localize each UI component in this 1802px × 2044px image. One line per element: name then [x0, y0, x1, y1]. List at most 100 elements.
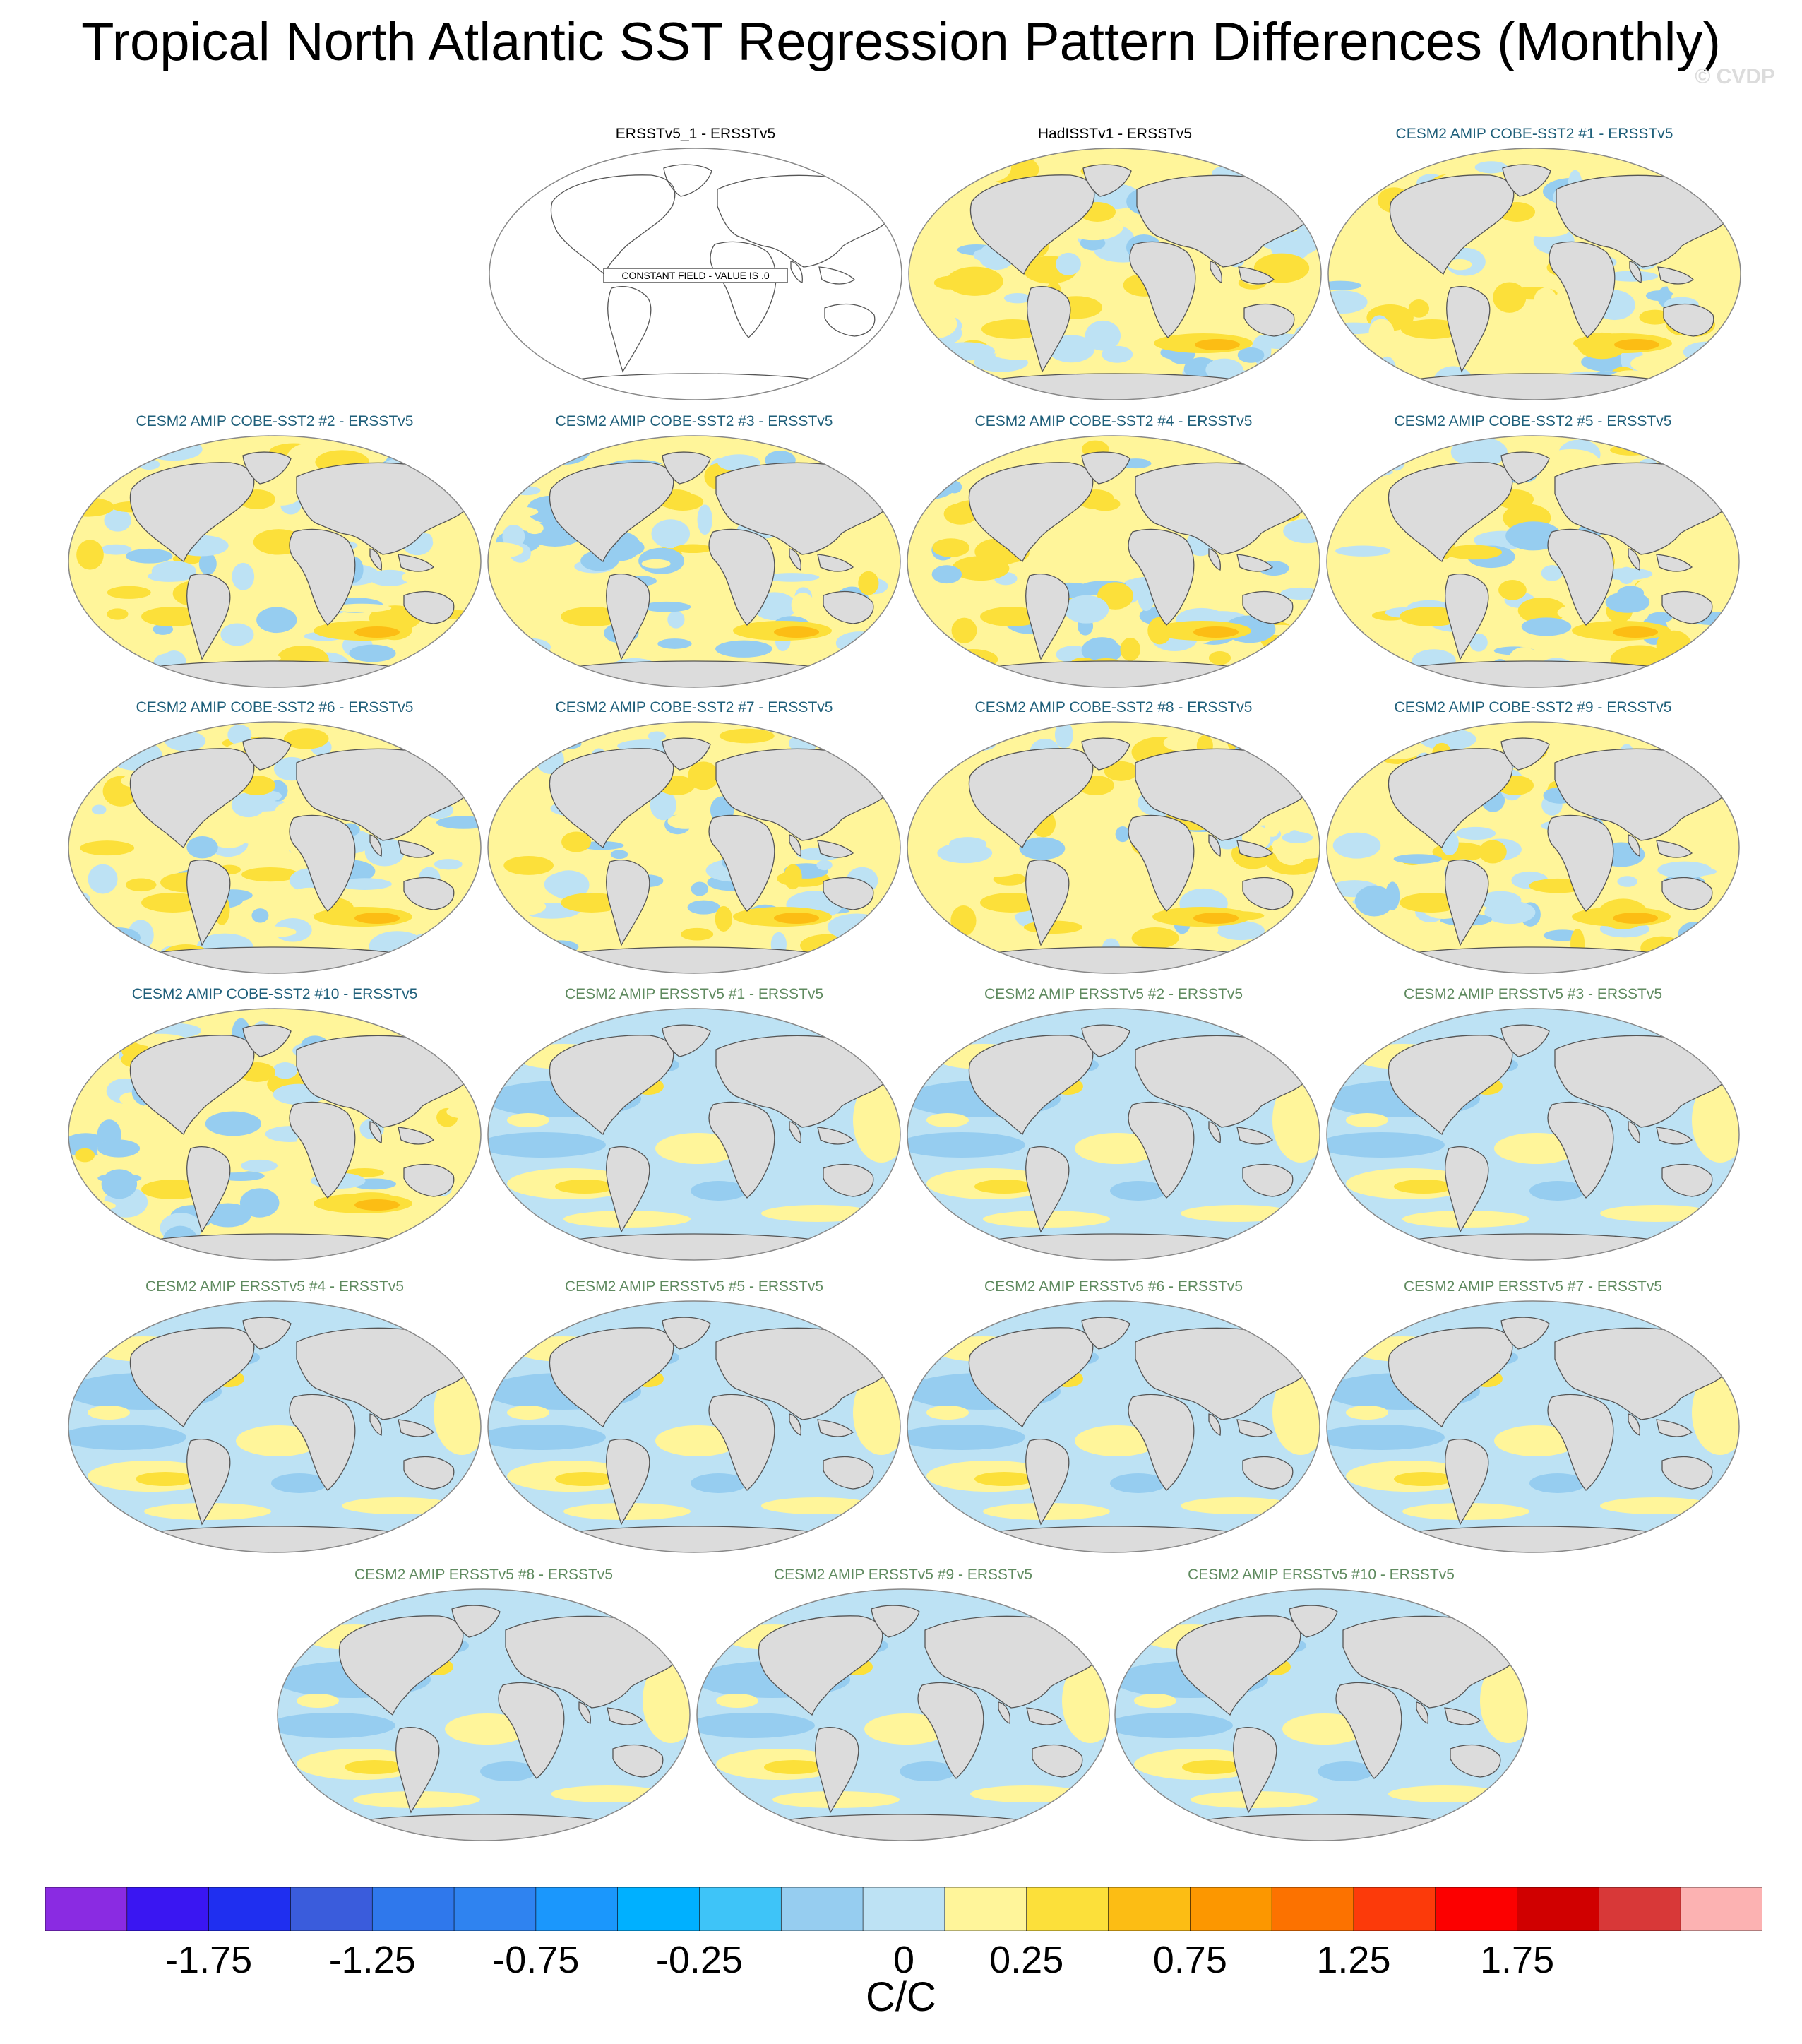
world-map — [1326, 435, 1740, 688]
map-panel: CESM2 AMIP COBE-SST2 #2 - ERSSTv5 — [66, 413, 483, 689]
colorbar-tick-label: 0 — [893, 1939, 915, 1981]
land-outline — [289, 528, 356, 626]
land-outline — [988, 1233, 1239, 1260]
land-outline — [242, 737, 292, 771]
land-outline — [1388, 748, 1513, 848]
land-outline — [998, 1701, 1010, 1724]
land-outline — [1236, 1127, 1274, 1145]
land-outline — [403, 1163, 455, 1197]
colorbar-segment — [780, 1887, 864, 1931]
land-outline — [186, 860, 231, 946]
panel-title: CESM2 AMIP ERSSTv5 #7 - ERSSTv5 — [1403, 1278, 1663, 1295]
land-outline — [369, 834, 382, 857]
colorbar-segment — [45, 1887, 128, 1931]
land-outline — [403, 1456, 455, 1490]
land-outline — [1450, 1744, 1501, 1778]
colorbar-segment — [1599, 1887, 1681, 1931]
land-outline — [398, 1419, 435, 1437]
map-panel: CESM2 AMIP COBE-SST2 #6 - ERSSTv5 — [66, 699, 483, 975]
map-panel: CESM2 AMIP ERSSTv5 #3 - ERSSTv5 — [1325, 986, 1741, 1261]
land-outline — [606, 574, 650, 660]
map-panel: CESM2 AMIP COBE-SST2 #1 - ERSSTv5 — [1326, 126, 1743, 401]
world-map — [907, 1008, 1320, 1261]
world-map — [1326, 1008, 1740, 1261]
land-outline — [498, 1682, 565, 1779]
land-outline — [1663, 303, 1714, 337]
land-outline — [1656, 1127, 1693, 1145]
land-outline — [1208, 548, 1221, 571]
world-map — [1326, 721, 1740, 974]
land-outline — [1445, 574, 1489, 660]
land-outline — [578, 1701, 591, 1724]
land-outline — [1445, 1146, 1489, 1233]
panel-title: CESM2 AMIP COBE-SST2 #4 - ERSSTv5 — [974, 413, 1253, 429]
colorbar-tick-label: -1.75 — [165, 1939, 253, 1981]
colorbar-segment — [1680, 1887, 1762, 1931]
land-outline — [1243, 303, 1295, 337]
land-outline — [568, 1233, 820, 1260]
panel-title: CESM2 AMIP COBE-SST2 #5 - ERSSTv5 — [1394, 413, 1672, 429]
land-outline — [607, 1707, 644, 1725]
land-outline — [549, 748, 674, 848]
world-map — [68, 721, 482, 974]
land-outline — [1025, 1146, 1070, 1233]
land-outline — [1661, 1163, 1713, 1197]
land-outline — [917, 1682, 984, 1779]
land-outline — [1176, 1615, 1301, 1716]
land-outline — [403, 877, 455, 910]
land-outline — [968, 748, 1094, 848]
land-outline — [369, 1121, 382, 1143]
world-map — [907, 721, 1320, 974]
map-panel: ERSSTv5_1 - ERSSTv5 CONSTANT FIELD - VALU… — [487, 126, 904, 401]
land-outline — [1657, 266, 1695, 285]
land-outline — [823, 1456, 874, 1490]
land-outline — [1081, 1024, 1130, 1057]
land-outline — [1547, 1394, 1614, 1491]
land-outline — [1547, 814, 1614, 912]
land-outline — [1128, 528, 1195, 626]
land-outline — [708, 814, 775, 912]
map-panel: CESM2 AMIP ERSSTv5 #7 - ERSSTv5 — [1325, 1278, 1741, 1554]
map-panel: CESM2 AMIP COBE-SST2 #10 - ERSSTv5 — [66, 986, 483, 1261]
land-outline — [129, 462, 255, 562]
land-outline — [789, 1413, 801, 1436]
land-outline — [758, 1615, 883, 1716]
land-outline — [789, 548, 801, 571]
land-outline — [186, 574, 231, 660]
world-map — [696, 1588, 1110, 1841]
map-panel: HadISSTv1 - ERSSTv5 — [907, 126, 1323, 401]
land-outline — [1081, 451, 1130, 485]
world-map — [1326, 1300, 1740, 1553]
land-outline — [369, 548, 382, 571]
constant-field-box — [603, 268, 788, 283]
land-outline — [1407, 1526, 1659, 1552]
panel-title: HadISSTv1 - ERSSTv5 — [1037, 126, 1193, 142]
land-outline — [988, 1526, 1239, 1552]
map-panel: CESM2 AMIP ERSSTv5 #9 - ERSSTv5 — [695, 1567, 1111, 1842]
land-outline — [1500, 737, 1550, 771]
land-outline — [1238, 266, 1275, 285]
panel-title: CESM2 AMIP ERSSTv5 #5 - ERSSTv5 — [564, 1278, 824, 1295]
land-outline — [1208, 834, 1221, 857]
land-outline — [1407, 946, 1659, 973]
land-outline — [1242, 1163, 1294, 1197]
colorbar-segment — [453, 1887, 537, 1931]
land-outline — [242, 1317, 292, 1350]
land-outline — [988, 946, 1239, 973]
land-outline — [1128, 1394, 1195, 1491]
land-outline — [149, 1233, 400, 1260]
land-outline — [1210, 261, 1222, 283]
land-outline — [1082, 164, 1132, 197]
colorbar-tick-label: -1.25 — [328, 1939, 416, 1981]
panel-title: CESM2 AMIP COBE-SST2 #6 - ERSSTv5 — [136, 699, 414, 715]
world-map — [908, 148, 1322, 400]
land-outline — [824, 303, 876, 337]
colorbar-segment — [862, 1887, 945, 1931]
land-outline — [1025, 860, 1070, 946]
land-outline — [1389, 174, 1515, 275]
land-outline — [606, 1439, 650, 1526]
world-map — [907, 1300, 1320, 1553]
land-outline — [1547, 1101, 1614, 1199]
land-outline — [1661, 590, 1713, 624]
land-outline — [777, 1814, 1029, 1841]
